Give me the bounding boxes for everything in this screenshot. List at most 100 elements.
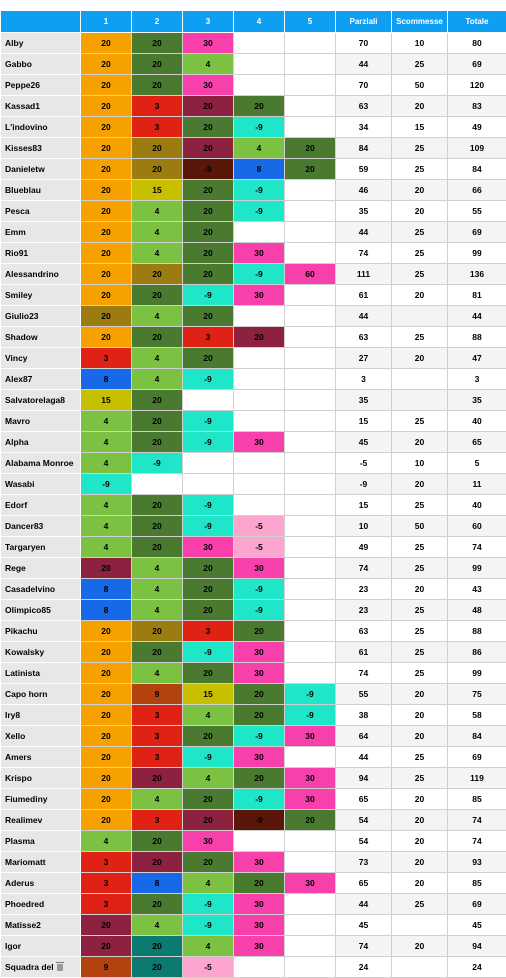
player-name: Alessandrino bbox=[1, 264, 81, 285]
parziali-value: 94 bbox=[336, 768, 392, 789]
scommesse-value: 20 bbox=[392, 432, 448, 453]
player-name: Wasabi bbox=[1, 474, 81, 495]
parziali-value: 44 bbox=[336, 306, 392, 327]
round-1-score: 20 bbox=[81, 663, 132, 684]
round-1-score: 4 bbox=[81, 453, 132, 474]
player-name: Edorf bbox=[1, 495, 81, 516]
totale-value: 3 bbox=[448, 369, 506, 390]
player-name: Alabama Monroe bbox=[1, 453, 81, 474]
parziali-value: 44 bbox=[336, 747, 392, 768]
round-5-score bbox=[285, 663, 336, 684]
round-2-score: 20 bbox=[132, 537, 183, 558]
parziali-value: 84 bbox=[336, 138, 392, 159]
round-3-score bbox=[183, 453, 234, 474]
round-2-score: 3 bbox=[132, 726, 183, 747]
player-name: Aderus bbox=[1, 873, 81, 894]
round-4-score: 30 bbox=[234, 852, 285, 873]
player-name: Peppe26 bbox=[1, 75, 81, 96]
scommesse-value: 25 bbox=[392, 600, 448, 621]
player-name: Fiumediny bbox=[1, 789, 81, 810]
round-4-score: 30 bbox=[234, 243, 285, 264]
round-3-score bbox=[183, 474, 234, 495]
scommesse-value: 25 bbox=[392, 264, 448, 285]
round-2-score: 4 bbox=[132, 201, 183, 222]
round-4-score bbox=[234, 495, 285, 516]
header-totale: Totale bbox=[448, 11, 506, 33]
header-parziali: Parziali bbox=[336, 11, 392, 33]
totale-value: 69 bbox=[448, 894, 506, 915]
player-name: Latinista bbox=[1, 663, 81, 684]
round-2-score: 4 bbox=[132, 789, 183, 810]
player-name: Kowalsky bbox=[1, 642, 81, 663]
player-name-label: Casadelvino bbox=[5, 584, 55, 594]
round-4-score: 4 bbox=[234, 138, 285, 159]
header-round-5: 5 bbox=[285, 11, 336, 33]
scommesse-value: 25 bbox=[392, 222, 448, 243]
round-4-score: 20 bbox=[234, 705, 285, 726]
round-3-score: 20 bbox=[183, 201, 234, 222]
round-2-score: 20 bbox=[132, 936, 183, 957]
totale-value: 93 bbox=[448, 852, 506, 873]
round-3-score: 20 bbox=[183, 789, 234, 810]
round-1-score: 4 bbox=[81, 495, 132, 516]
round-5-score bbox=[285, 852, 336, 873]
parziali-value: 38 bbox=[336, 705, 392, 726]
parziali-value: 45 bbox=[336, 915, 392, 936]
player-name-label: Pesca bbox=[5, 206, 30, 216]
totale-value: 81 bbox=[448, 285, 506, 306]
scommesse-value: 50 bbox=[392, 75, 448, 96]
parziali-value: -9 bbox=[336, 474, 392, 495]
round-5-score bbox=[285, 390, 336, 411]
round-4-score: -9 bbox=[234, 201, 285, 222]
totale-value: 99 bbox=[448, 243, 506, 264]
player-name: Rio91 bbox=[1, 243, 81, 264]
round-1-score: 20 bbox=[81, 33, 132, 54]
round-4-score: 30 bbox=[234, 285, 285, 306]
round-5-score: 30 bbox=[285, 873, 336, 894]
totale-value: 49 bbox=[448, 117, 506, 138]
parziali-value: 3 bbox=[336, 369, 392, 390]
round-5-score bbox=[285, 33, 336, 54]
totale-value: 55 bbox=[448, 201, 506, 222]
player-name-label: Realimev bbox=[5, 815, 42, 825]
round-5-score bbox=[285, 201, 336, 222]
round-1-score: 20 bbox=[81, 789, 132, 810]
round-5-score: 20 bbox=[285, 159, 336, 180]
totale-value: 40 bbox=[448, 495, 506, 516]
scommesse-value: 20 bbox=[392, 180, 448, 201]
scommesse-value: 50 bbox=[392, 516, 448, 537]
scommesse-value: 20 bbox=[392, 936, 448, 957]
round-1-score: 20 bbox=[81, 936, 132, 957]
round-4-score: -9 bbox=[234, 579, 285, 600]
scommesse-value: 20 bbox=[392, 474, 448, 495]
parziali-value: 63 bbox=[336, 327, 392, 348]
round-2-score: 4 bbox=[132, 915, 183, 936]
round-5-score bbox=[285, 327, 336, 348]
round-5-score bbox=[285, 621, 336, 642]
scommesse-value: 25 bbox=[392, 537, 448, 558]
round-5-score bbox=[285, 453, 336, 474]
round-1-score: 20 bbox=[81, 684, 132, 705]
player-name-label: Smiley bbox=[5, 290, 32, 300]
round-5-score: -9 bbox=[285, 705, 336, 726]
round-2-score: 4 bbox=[132, 369, 183, 390]
player-name-label: Aderus bbox=[5, 878, 34, 888]
round-2-score: 20 bbox=[132, 831, 183, 852]
round-1-score: 20 bbox=[81, 159, 132, 180]
player-name: Mavro bbox=[1, 411, 81, 432]
player-name-label: Olimpico85 bbox=[5, 605, 51, 615]
round-2-score: 20 bbox=[132, 285, 183, 306]
round-4-score bbox=[234, 831, 285, 852]
player-name-label: Amers bbox=[5, 752, 31, 762]
header-round-4: 4 bbox=[234, 11, 285, 33]
player-name-label: Shadow bbox=[5, 332, 38, 342]
round-1-score: 20 bbox=[81, 810, 132, 831]
round-1-score: 20 bbox=[81, 726, 132, 747]
header-round-1: 1 bbox=[81, 11, 132, 33]
